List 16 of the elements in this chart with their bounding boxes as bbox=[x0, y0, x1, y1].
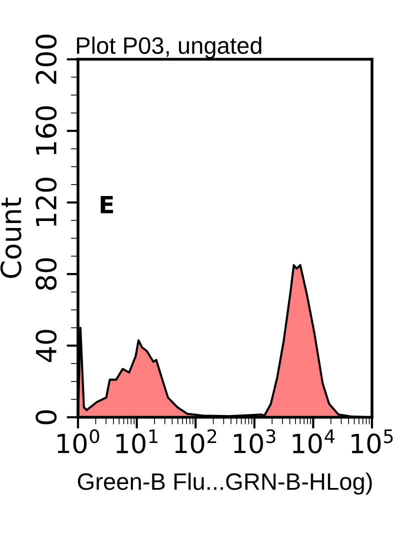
x-tick-label: 10$^{4}$ bbox=[292, 430, 335, 454]
y-tick-label: 160 bbox=[36, 106, 57, 154]
x-tick-label: 10$^{0}$ bbox=[58, 429, 100, 454]
y-tick-label: 120 bbox=[36, 178, 57, 226]
x-axis-title: Green-B Flu...GRN-B-HLog) bbox=[78, 472, 372, 495]
annotation: E bbox=[100, 196, 113, 214]
x-tick-label: 10$^{1}$ bbox=[116, 430, 158, 454]
y-tick-label: 80 bbox=[36, 258, 57, 290]
y-tick-label: 200 bbox=[36, 34, 57, 84]
y-axis-title: Count bbox=[0, 198, 22, 278]
y-tick-label: 40 bbox=[36, 330, 57, 362]
x-tick-label: 10$^{5}$ bbox=[352, 430, 393, 454]
chart-title: Plot P03, ungated bbox=[76, 36, 262, 59]
y-tick-label: 0 bbox=[36, 410, 57, 424]
x-tick-label: 10$^{2}$ bbox=[175, 429, 216, 454]
x-tick-label: 10$^{3}$ bbox=[234, 429, 276, 454]
